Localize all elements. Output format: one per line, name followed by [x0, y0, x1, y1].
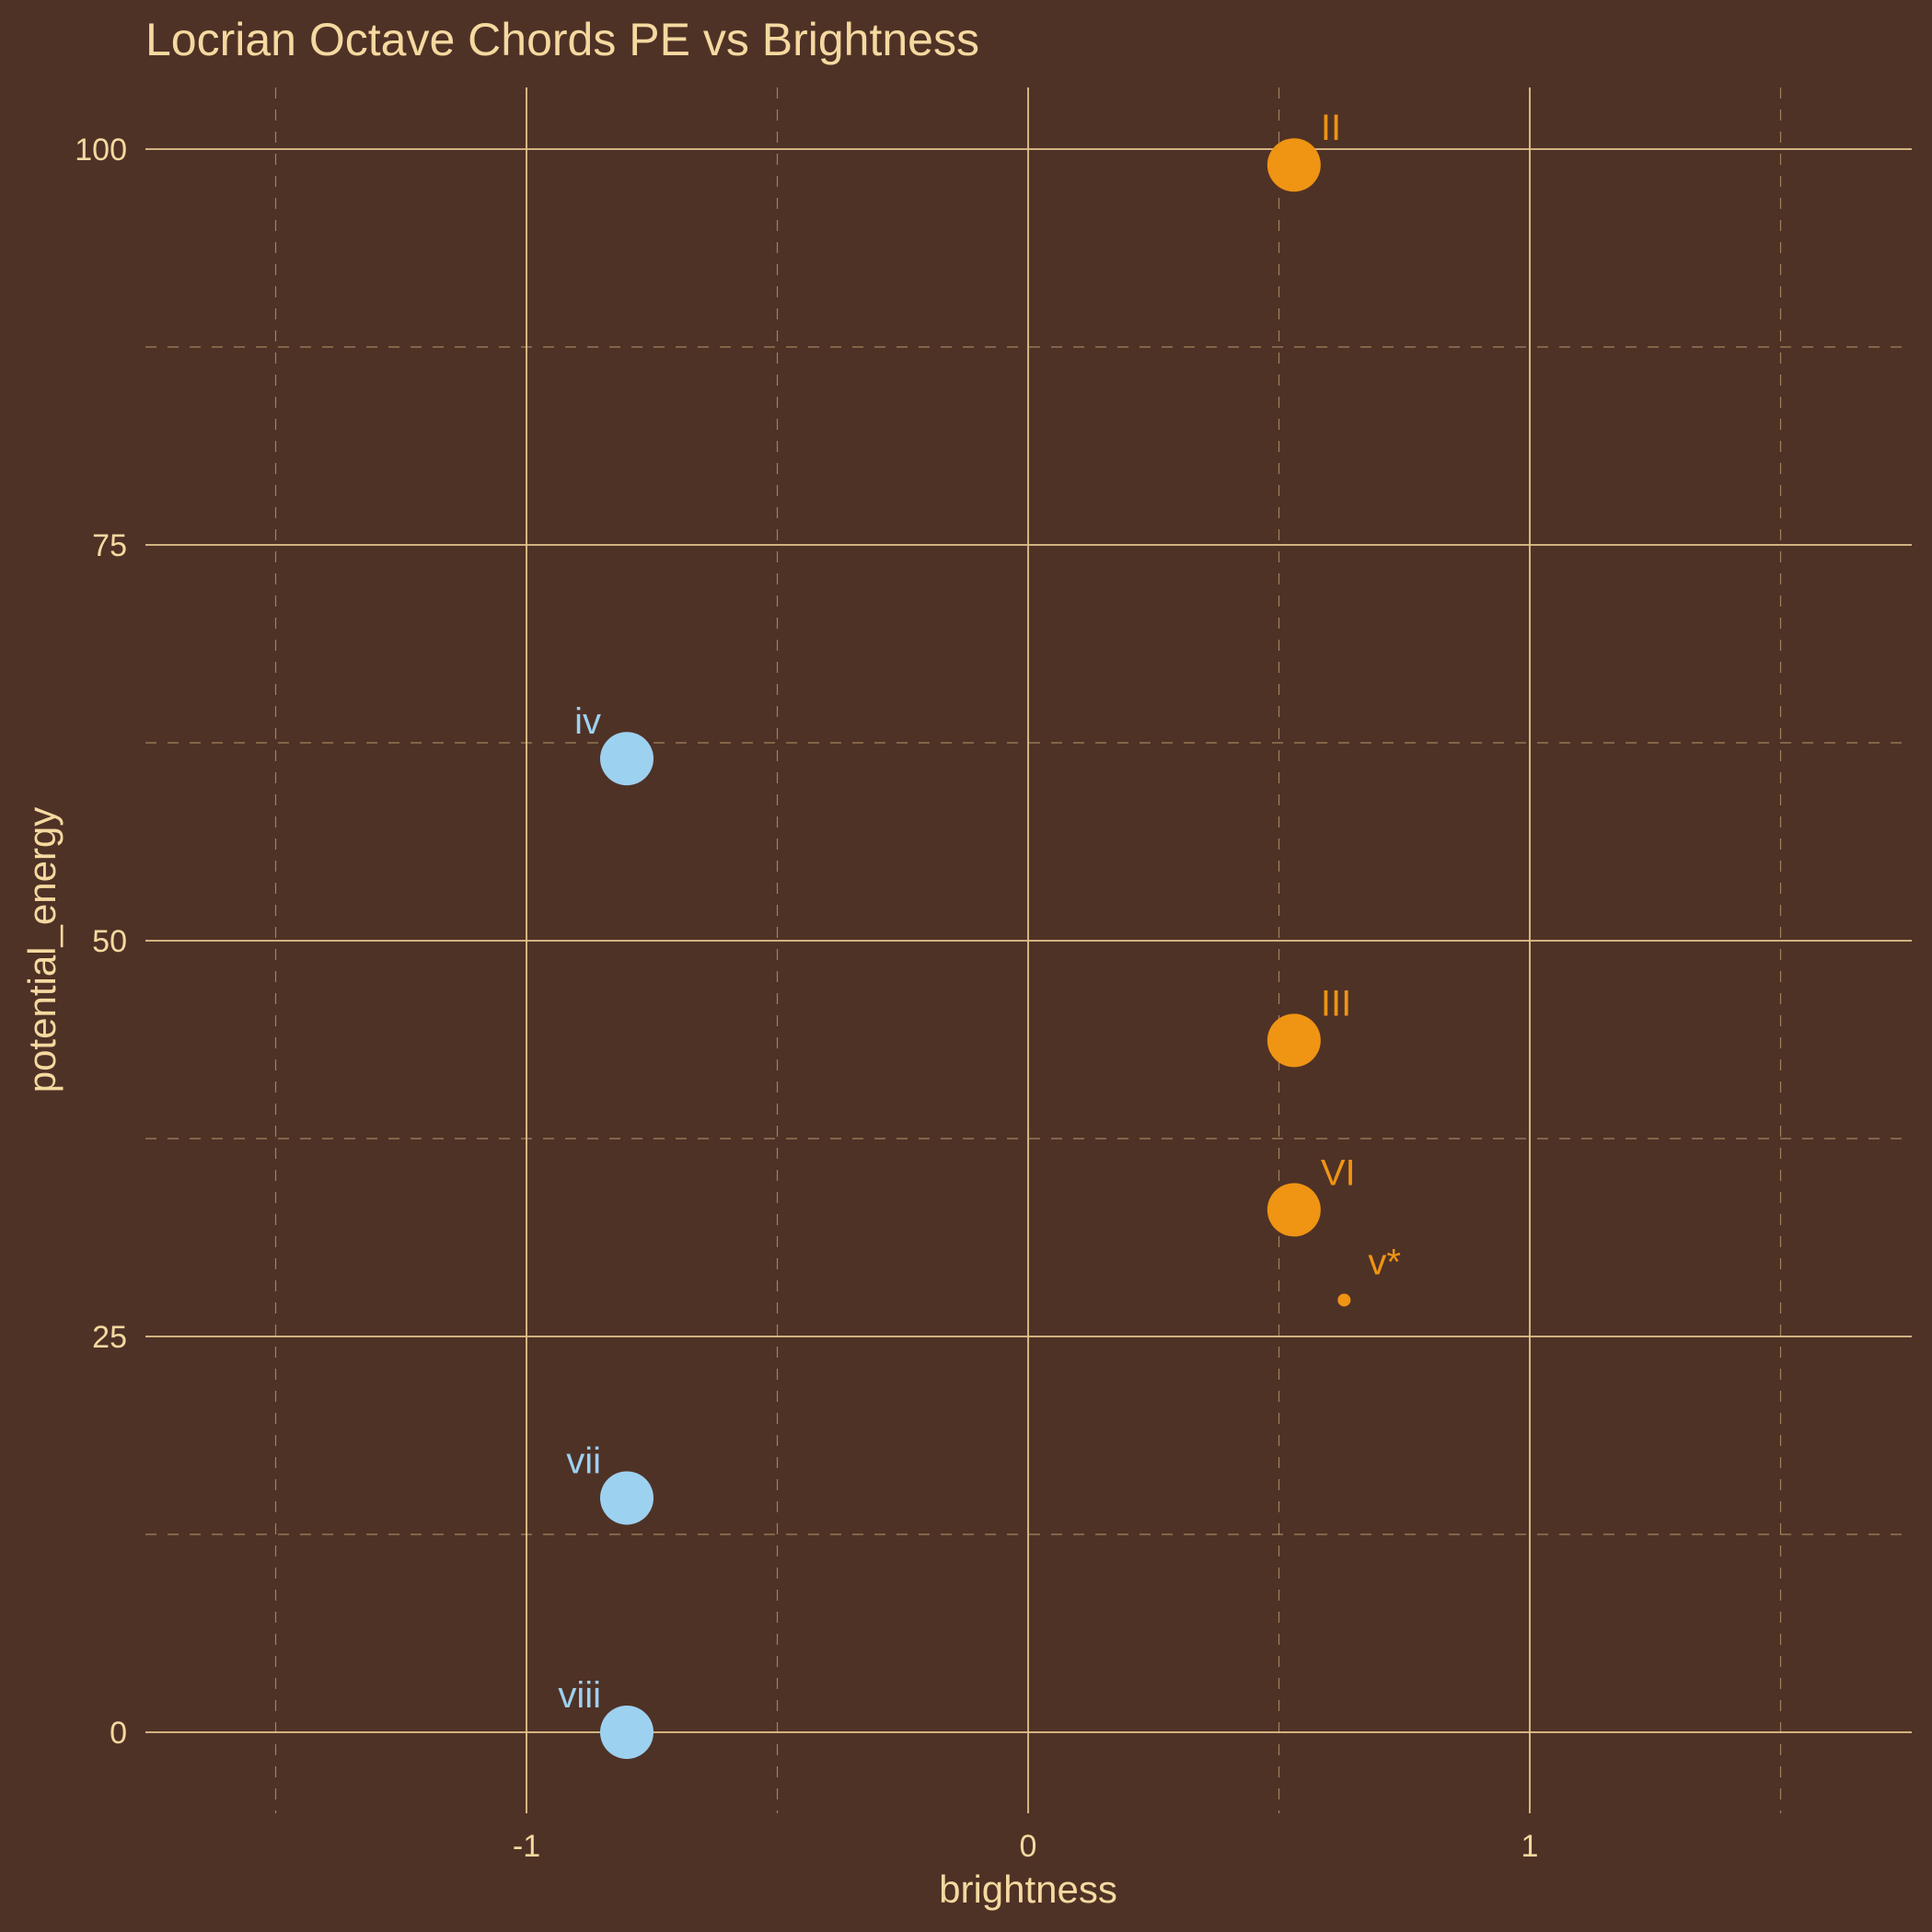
chart-title: Locrian Octave Chords PE vs Brightness [145, 14, 979, 65]
y-axis-label: potential_energy [20, 807, 64, 1093]
data-points: II iv III VI v* vii viii [558, 108, 1401, 1759]
data-label: III [1321, 983, 1351, 1024]
y-tick-label: 25 [92, 1320, 127, 1355]
data-label: vii [566, 1440, 601, 1481]
x-tick-label: -1 [513, 1829, 540, 1864]
data-point [600, 732, 654, 786]
data-point [600, 1471, 654, 1525]
data-label: viii [558, 1675, 601, 1716]
grid [145, 87, 1912, 1813]
y-tick-label: 75 [92, 528, 127, 563]
data-label: iv [574, 701, 601, 742]
data-point [1267, 1183, 1321, 1237]
data-point [1337, 1293, 1351, 1307]
data-point [1267, 138, 1321, 192]
data-point [1267, 1013, 1321, 1068]
y-tick-label: 100 [75, 133, 127, 168]
data-label: VI [1321, 1152, 1356, 1193]
data-point [600, 1706, 654, 1759]
x-axis-label: brightness [939, 1868, 1117, 1911]
x-tick-label: 0 [1020, 1829, 1037, 1864]
data-label: II [1321, 108, 1341, 148]
data-label: v* [1368, 1242, 1401, 1282]
y-tick-label: 0 [110, 1716, 127, 1751]
y-tick-label: 50 [92, 924, 127, 959]
x-tick-label: 1 [1521, 1829, 1539, 1864]
axis-ticks: -1 0 1 0 25 50 75 100 [75, 133, 1538, 1864]
